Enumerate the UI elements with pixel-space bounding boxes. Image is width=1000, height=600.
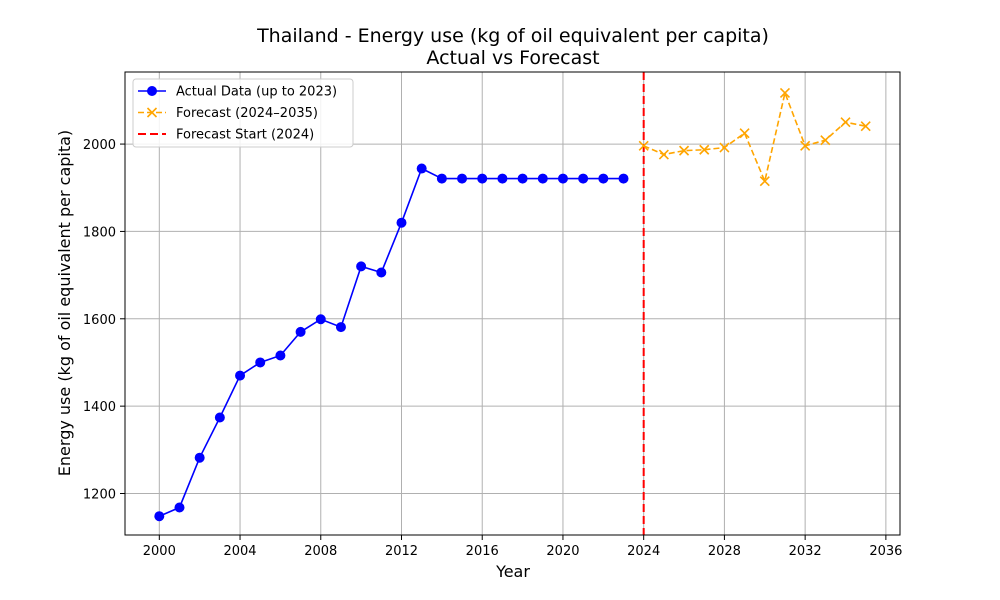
x-tick-label: 2008 — [304, 544, 337, 559]
data-point — [335, 322, 346, 333]
x-marker-stroke — [860, 121, 871, 132]
x-tick-label: 2020 — [546, 544, 579, 559]
data-point — [638, 140, 649, 151]
data-point — [255, 357, 266, 368]
data-point — [860, 121, 871, 132]
y-tick-label: 1600 — [83, 313, 116, 328]
data-point — [618, 173, 629, 184]
x-marker-stroke — [678, 145, 690, 156]
plot-frame — [124, 71, 901, 536]
grid — [125, 72, 900, 535]
y-axis-label: Energy use (kg of oil equivalent per cap… — [55, 130, 74, 476]
x-marker-stroke — [779, 87, 791, 99]
data-point — [154, 511, 165, 522]
data-point — [315, 314, 326, 325]
x-tick-label: 2004 — [223, 544, 256, 559]
legend-label: Actual Data (up to 2023) — [176, 85, 337, 100]
data-point — [779, 87, 791, 99]
data-point — [658, 149, 669, 160]
data-point — [295, 326, 306, 337]
x-tick-label: 2000 — [143, 544, 176, 559]
x-marker-stroke — [658, 149, 669, 160]
data-point — [598, 173, 609, 184]
x-marker-stroke — [719, 142, 730, 153]
ticks: 2000 2004 2008 2012 2016 2020 2024 2028 2032 2036… — [83, 138, 903, 559]
legend: Actual Data (up to 2023) Forecast (2024–2… — [132, 78, 354, 148]
x-marker-stroke — [800, 140, 811, 151]
actual-series — [154, 163, 629, 522]
data-point — [699, 144, 710, 155]
data-point — [436, 173, 447, 184]
data-point — [497, 173, 508, 184]
data-point — [235, 370, 246, 381]
y-tick-label: 1400 — [83, 400, 116, 415]
data-point — [376, 267, 387, 278]
data-point — [719, 142, 730, 153]
data-point — [214, 412, 225, 423]
chart-title: Thailand - Energy use (kg of oil equival… — [256, 25, 769, 47]
x-marker-stroke — [739, 128, 750, 139]
x-axis-label: Year — [495, 562, 530, 581]
x-marker-stroke — [638, 140, 649, 151]
x-tick-label: 2036 — [869, 544, 902, 559]
forecast-series — [638, 87, 871, 187]
data-point — [477, 173, 488, 184]
data-point — [194, 452, 205, 463]
legend-box — [132, 78, 354, 148]
x-tick-label: 2024 — [627, 544, 660, 559]
x-marker-stroke — [840, 117, 851, 128]
legend-swatch-marker — [146, 107, 158, 118]
data-point — [517, 173, 528, 184]
data-point — [396, 217, 407, 228]
legend-swatch-marker — [147, 86, 157, 96]
data-point — [820, 135, 831, 146]
data-point — [578, 173, 589, 184]
data-point — [557, 173, 568, 184]
x-marker-stroke — [699, 144, 710, 155]
y-tick-label: 1800 — [83, 225, 116, 240]
data-point — [800, 140, 811, 151]
data-point — [356, 261, 367, 272]
data-point — [174, 502, 185, 513]
data-point — [416, 163, 427, 174]
legend-label: Forecast (2024–2035) — [176, 106, 318, 121]
forecast-series-line — [643, 90, 866, 184]
x-marker-stroke — [759, 176, 770, 187]
y-tick-label: 2000 — [83, 138, 116, 153]
x-tick-label: 2032 — [789, 544, 822, 559]
x-tick-label: 2012 — [385, 544, 418, 559]
data-point — [678, 145, 690, 156]
data-point — [759, 176, 770, 187]
y-tick-label: 1200 — [83, 488, 116, 503]
data-point — [537, 173, 548, 184]
data-point — [457, 173, 468, 184]
chart-subtitle: Actual vs Forecast — [426, 47, 599, 69]
data-point — [275, 350, 286, 361]
data-point — [739, 128, 750, 139]
x-marker-stroke — [146, 107, 158, 118]
actual-series-line — [158, 167, 624, 517]
series-layer — [154, 72, 871, 535]
x-tick-label: 2028 — [708, 544, 741, 559]
x-tick-label: 2016 — [466, 544, 499, 559]
x-marker-stroke — [820, 135, 831, 146]
data-point — [840, 117, 851, 128]
legend-label: Forecast Start (2024) — [176, 128, 314, 143]
